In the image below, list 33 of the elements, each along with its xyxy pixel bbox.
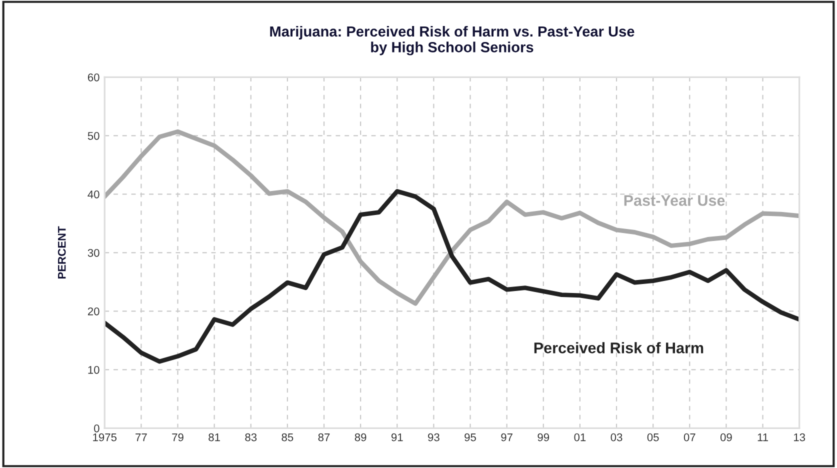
y-axis-title: PERCENT <box>58 226 66 279</box>
x-tick-label: 85 <box>282 433 294 442</box>
x-tick-label: 05 <box>647 433 659 442</box>
x-tick-label: 77 <box>136 433 147 442</box>
text: Perceived Risk of Harm <box>534 342 704 354</box>
x-tick-label: 89 <box>354 433 366 442</box>
x-tick-label: 83 <box>245 433 257 442</box>
x-tick-label: 13 <box>794 433 806 442</box>
x-tick-label: 01 <box>574 433 586 442</box>
x-tick-label: 09 <box>720 433 732 442</box>
x-tick-label: 81 <box>208 433 220 442</box>
y-tick-label: 30 <box>88 248 100 257</box>
y-tick-label: 40 <box>88 190 100 198</box>
y-tick-label: 50 <box>88 132 100 140</box>
line-series <box>104 129 800 306</box>
x-tick-label: 79 <box>172 433 184 442</box>
series-label: Past-Year Use <box>624 195 725 206</box>
x-tick-label: 99 <box>538 433 550 442</box>
y-tick-label: 10 <box>88 366 100 374</box>
y-tick-label: 0 <box>94 424 100 432</box>
x-tick-label: 1975 <box>93 433 117 442</box>
line-series <box>104 189 800 364</box>
x-tick-label: 93 <box>428 433 440 442</box>
y-tick-label: 20 <box>88 307 100 316</box>
x-tick-label: 03 <box>610 433 622 442</box>
y-tick-label: 60 <box>88 73 100 82</box>
x-tick-label: 97 <box>501 433 512 442</box>
x-tick-label: 91 <box>391 433 403 442</box>
x-tick-label: 95 <box>464 433 476 442</box>
x-tick-label: 87 <box>318 433 330 442</box>
chart-title: Marijuana: Perceived Risk of Harm vs. Past-Year Use by High School Seniors <box>270 26 634 56</box>
x-tick-label: 07 <box>684 433 696 442</box>
x-tick-label: 11 <box>758 433 768 442</box>
